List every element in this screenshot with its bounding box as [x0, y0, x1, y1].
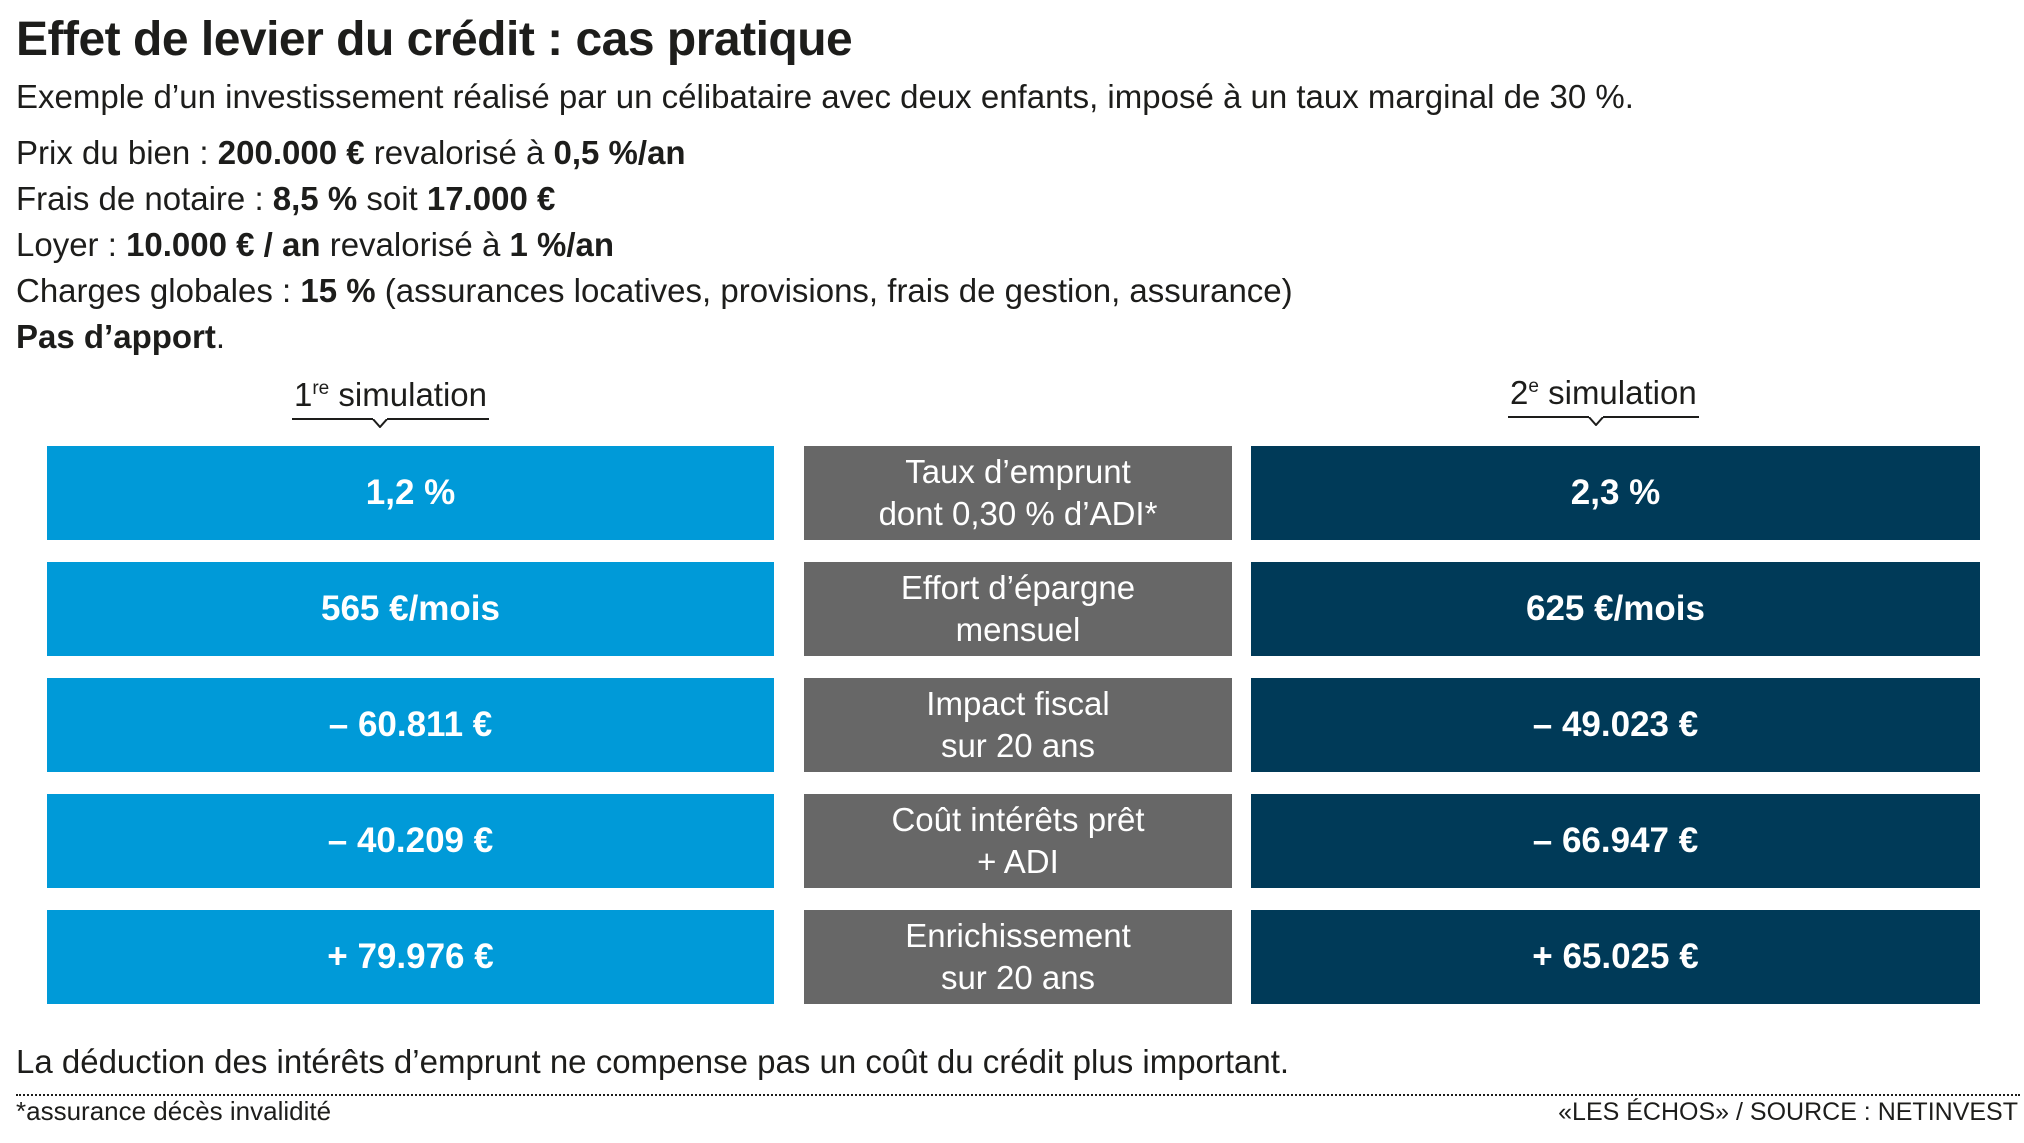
row-label-line: sur 20 ans	[940, 959, 1096, 996]
simulation-label: simulation	[329, 376, 487, 413]
row-label-line: Impact fiscal	[926, 685, 1110, 722]
sim2-cell-effort: 625 €/mois	[1251, 562, 1980, 656]
fact-label: Prix du bien :	[16, 134, 218, 171]
fact-value2: 1 %/an	[509, 226, 615, 263]
page-title: Effet de levier du crédit : cas pratique	[16, 13, 853, 66]
source-credit: «LES ÉCHOS» / SOURCE : NETINVEST	[1558, 1098, 2018, 1126]
sim2-cell-impact: – 49.023 €	[1251, 678, 1980, 772]
fact-notaire: Frais de notaire : 8,5 % soit 17.000 €	[16, 176, 1293, 222]
sim1-cell-effort: 565 €/mois	[47, 562, 774, 656]
sim1-cell-cout: – 40.209 €	[47, 794, 774, 888]
page-subtitle: Exemple d’un investissement réalisé par …	[16, 78, 1634, 115]
fact-value: 15 %	[300, 272, 376, 309]
simulation-label: simulation	[1538, 374, 1697, 411]
sim2-cell-enrichissement: + 65.025 €	[1251, 910, 1980, 1004]
simulation-number: 1	[294, 376, 313, 413]
fact-value: 8,5 %	[272, 180, 358, 217]
row-label-taux: Taux d’emprunt dont 0,30 % d’ADI*	[804, 446, 1232, 540]
sim2-cell-cout: – 66.947 €	[1251, 794, 1980, 888]
row-label-line: Effort d’épargne	[900, 569, 1136, 606]
fact-label: Charges globales :	[16, 272, 301, 309]
fact-prix: Prix du bien : 200.000 € revalorisé à 0,…	[16, 130, 1293, 176]
pointer-notch-icon	[372, 418, 388, 428]
fact-value: 10.000 € / an	[126, 226, 321, 263]
fact-rest: .	[215, 318, 226, 355]
sim2-cell-taux: 2,3 %	[1251, 446, 1980, 540]
row-label-impact: Impact fiscal sur 20 ans	[804, 678, 1232, 772]
sim1-cell-taux: 1,2 %	[47, 446, 774, 540]
fact-value: 200.000 €	[217, 134, 365, 171]
row-label-line: Coût intérêts prêt	[891, 801, 1145, 838]
fact-loyer: Loyer : 10.000 € / an revalorisé à 1 %/a…	[16, 222, 1293, 268]
facts-block: Prix du bien : 200.000 € revalorisé à 0,…	[16, 130, 1293, 360]
simulation-ordinal: e	[1528, 376, 1539, 397]
fact-apport: Pas d’apport.	[16, 314, 1293, 360]
fact-charges: Charges globales : 15 % (assurances loca…	[16, 268, 1293, 314]
simulation-1-heading: 1re simulation	[292, 376, 489, 428]
row-label-line: sur 20 ans	[940, 727, 1096, 764]
fact-value: Pas d’apport	[16, 318, 216, 355]
conclusion-text: La déduction des intérêts d’emprunt ne c…	[16, 1043, 1290, 1080]
row-label-cout: Coût intérêts prêt + ADI	[804, 794, 1232, 888]
simulation-number: 2	[1510, 374, 1529, 411]
row-label-line: + ADI	[977, 843, 1059, 880]
sim1-cell-enrichissement: + 79.976 €	[47, 910, 774, 1004]
fact-label: Loyer :	[16, 226, 127, 263]
fact-label: Frais de notaire :	[16, 180, 273, 217]
pointer-notch-icon	[1588, 416, 1604, 426]
fact-mid: soit	[357, 180, 427, 217]
row-label-line: mensuel	[955, 611, 1081, 648]
simulation-ordinal: re	[312, 378, 330, 399]
simulation-2-heading: 2e simulation	[1508, 374, 1699, 426]
fact-value2: 17.000 €	[426, 180, 556, 217]
footer-divider	[16, 1094, 2020, 1096]
row-label-line: Enrichissement	[905, 917, 1131, 954]
footnote: *assurance décès invalidité	[16, 1096, 332, 1126]
fact-value2: 0,5 %/an	[553, 134, 686, 171]
row-label-line: dont 0,30 % d’ADI*	[878, 495, 1158, 532]
row-label-line: Taux d’emprunt	[905, 453, 1131, 490]
row-label-effort: Effort d’épargne mensuel	[804, 562, 1232, 656]
fact-mid: revalorisé à	[320, 226, 510, 263]
fact-mid: revalorisé à	[364, 134, 554, 171]
row-label-enrichissement: Enrichissement sur 20 ans	[804, 910, 1232, 1004]
sim1-cell-impact: – 60.811 €	[47, 678, 774, 772]
fact-rest: (assurances locatives, provisions, frais…	[375, 272, 1293, 309]
